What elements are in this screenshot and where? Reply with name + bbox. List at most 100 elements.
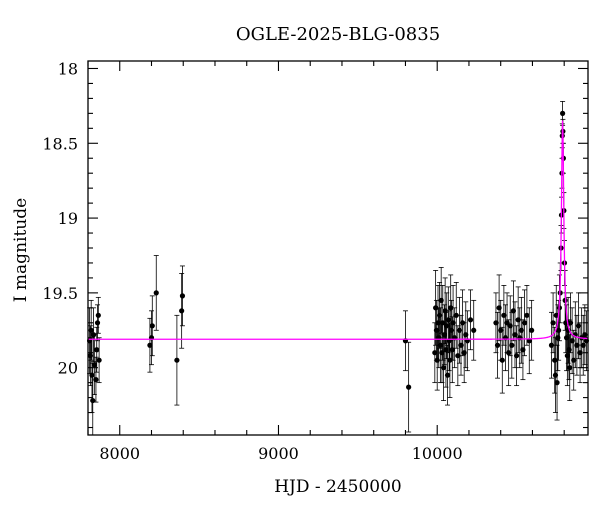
data-point [461,350,467,356]
data-point [509,342,515,348]
data-point [458,342,464,348]
data-point [582,332,588,338]
data-point [153,290,159,296]
data-point [569,338,575,344]
data-point [566,347,572,353]
data-point [552,372,559,378]
data-point [520,347,526,353]
data-point [512,332,518,338]
data-point [448,327,455,333]
data-point [432,350,438,356]
error-bars [87,100,589,435]
data-point [453,312,459,318]
data-point [96,357,102,363]
data-point [494,342,501,348]
data-point [95,312,101,318]
data-point [513,353,520,359]
axis-ticks [87,61,588,435]
data-point [440,365,447,371]
data-point [94,320,101,326]
data-point [563,335,570,341]
data-point [577,350,583,356]
data-point [548,342,555,348]
y-tick-label: 18 [58,59,78,78]
data-point [91,362,97,368]
data-point [440,320,446,326]
data-point [496,305,502,311]
data-point [555,335,561,341]
data-point [455,353,461,359]
tick-labels: 8000 9000 10000 18 18.5 19 19.5 20 [42,59,462,463]
data-point [445,317,451,323]
data-point [498,327,504,333]
data-point [507,323,513,329]
data-point [552,357,558,363]
data-point [448,305,454,311]
data-point [560,110,566,116]
data-point [89,372,95,378]
y-tick-label: 18.5 [42,134,78,153]
data-point [433,327,440,333]
x-tick-label: 8000 [99,444,140,463]
data-point [450,320,456,326]
data-point [149,323,155,329]
data-point [553,312,559,318]
chart-title: OGLE-2025-BLG-0835 [236,24,440,45]
data-point [550,320,556,326]
y-tick-label: 20 [58,359,78,378]
data-point [90,332,97,338]
plot-frame [87,60,589,436]
data-point [554,380,560,386]
data-point [556,327,562,333]
data-point [564,353,570,359]
data-point [471,327,477,333]
data-point [510,308,516,314]
model-curve [88,120,589,340]
data-point [529,327,535,333]
data-point [90,397,96,404]
y-tick-label: 19 [58,209,78,228]
data-point [518,327,524,333]
data-point [460,320,466,326]
data-point [574,342,580,348]
data-point [463,332,469,338]
data-point [571,357,577,363]
y-axis-label: I magnitude [11,198,31,302]
data-point [456,327,463,333]
data-point [439,350,445,356]
data-point [438,297,444,303]
data-point [493,320,499,326]
data-point [88,327,94,333]
data-point [435,320,441,326]
data-point [444,372,451,378]
data-point [437,342,443,348]
data-point [499,357,505,363]
data-point [521,320,528,326]
data-point [580,342,586,348]
data-point [567,320,574,326]
data-point [147,342,153,348]
data-point [524,312,530,318]
data-point [442,308,448,314]
data-point [174,357,180,363]
x-tick-label: 9000 [258,444,299,463]
data-point [93,377,99,383]
data-point [567,365,573,371]
x-tick-label: 10000 [412,444,463,463]
data-point [501,312,507,318]
data-point [406,384,412,390]
data-point [449,347,455,353]
data-point [179,308,185,314]
data-point [515,317,521,323]
data-point [447,357,453,363]
y-tick-label: 19.5 [42,284,78,303]
x-axis-label: HJD - 2450000 [274,477,402,497]
data-point [433,305,439,311]
data-point [443,347,449,353]
data-point [444,323,450,329]
data-point [434,357,440,363]
data-point [506,350,512,356]
data-point [575,323,582,329]
data-points [86,110,590,404]
